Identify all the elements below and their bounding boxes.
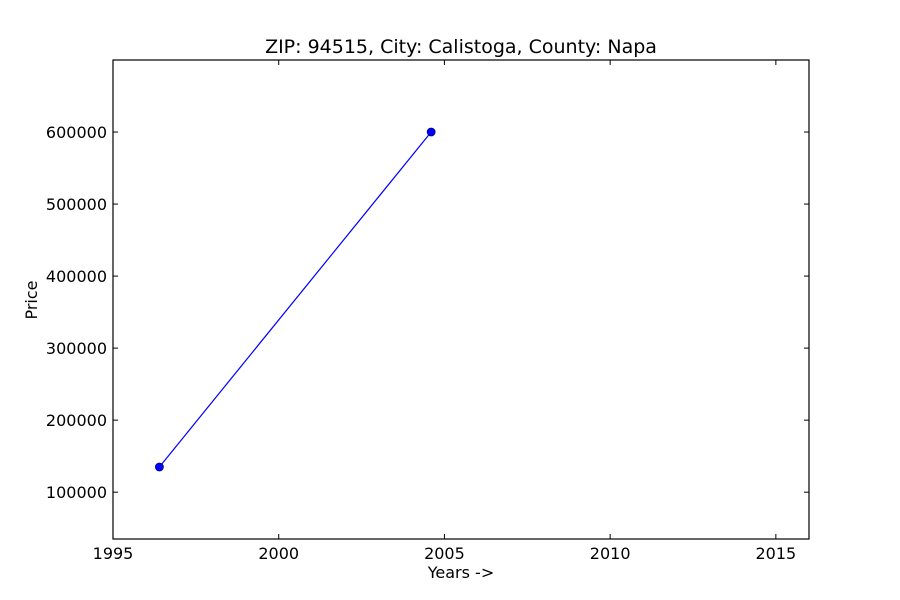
y-tick-label: 100000 <box>46 483 107 502</box>
plot-area <box>113 60 809 539</box>
x-tick-label: 2000 <box>258 544 299 563</box>
x-axis-ticks: 1995 2000 2005 2010 2015 <box>93 60 796 563</box>
data-point <box>154 462 164 472</box>
plot-frame <box>112 59 810 540</box>
y-axis-ticks: 100000 200000 300000 400000 500000 600000 <box>46 123 809 502</box>
data-point <box>426 127 436 137</box>
x-tick-label: 2010 <box>590 544 631 563</box>
series-line <box>158 131 432 468</box>
x-tick-label: 2005 <box>424 544 465 563</box>
y-tick-label: 400000 <box>46 267 107 286</box>
x-tick-label: 1995 <box>93 544 134 563</box>
series-layer <box>154 127 436 472</box>
x-tick-label: 2015 <box>755 544 796 563</box>
y-axis-label: Price <box>22 280 41 319</box>
y-tick-label: 500000 <box>46 195 107 214</box>
y-tick-label: 600000 <box>46 123 107 142</box>
y-tick-label: 200000 <box>46 411 107 430</box>
x-axis-label: Years -> <box>427 563 494 582</box>
y-tick-label: 300000 <box>46 339 107 358</box>
chart-title: ZIP: 94515, City: Calistoga, County: Nap… <box>265 36 657 58</box>
